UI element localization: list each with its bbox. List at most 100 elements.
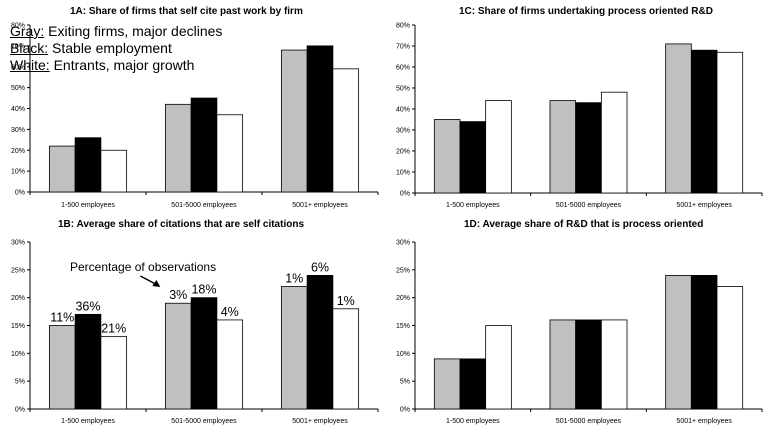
x-category-label: 501-5000 employees xyxy=(171,418,237,425)
x-category-label: 501-5000 employees xyxy=(171,202,237,209)
y-tick-label: 20% xyxy=(11,295,25,302)
data-label: 36% xyxy=(75,299,100,313)
bar-gray xyxy=(280,286,308,410)
y-tick-label: 25% xyxy=(396,267,410,274)
x-category-label: 5001+ employees xyxy=(676,418,732,425)
bar-gray xyxy=(433,358,461,410)
x-category-label: 1-500 employees xyxy=(61,418,115,425)
bar-gray xyxy=(164,103,192,193)
legend-entry-black: Black: Stable employment xyxy=(10,40,222,57)
legend-text-white: Entrants, major growth xyxy=(53,57,195,73)
y-tick-label: 40% xyxy=(11,106,25,113)
bar-white xyxy=(485,100,512,194)
y-tick-label: 10% xyxy=(396,351,410,358)
chart-svg-1c: 0% 10% 20% 30% 40% 50% 60% 70% 80% 1-500 employee… xyxy=(396,23,763,209)
bar-black xyxy=(190,297,218,410)
x-category-label: 1-500 employees xyxy=(61,202,115,209)
chart-title-1a: 1A: Share of firms that self cite past w… xyxy=(70,6,303,17)
x-category-label: 501-5000 employees xyxy=(556,202,622,209)
data-label: 4% xyxy=(221,305,239,319)
bar-black xyxy=(459,358,487,410)
legend-key-gray: Gray: xyxy=(10,23,45,39)
legend-key-black: Black: xyxy=(10,40,49,56)
y-tick-label: 80% xyxy=(396,23,410,30)
y-tick-label: 20% xyxy=(11,148,25,155)
y-tick-label: 30% xyxy=(11,127,25,134)
bar-black xyxy=(306,45,334,193)
y-tick-label: 50% xyxy=(396,86,410,93)
y-tick-label: 10% xyxy=(396,170,410,177)
bar-black xyxy=(190,97,218,193)
y-tick-label: 5% xyxy=(15,379,25,386)
x-category-label: 1-500 employees xyxy=(446,418,500,425)
bar-black xyxy=(690,49,718,194)
bar-black xyxy=(306,275,334,410)
legend: Gray: Exiting firms, major declines Blac… xyxy=(10,23,222,74)
chart-title-1c: 1C: Share of firms undertaking process o… xyxy=(459,6,713,17)
y-tick-label: 15% xyxy=(396,323,410,330)
chart-svg-1a: 0% 10% 20% 30% 40% 50% 60% 70% 80% 1-500 employee… xyxy=(11,23,379,209)
y-tick-label: 60% xyxy=(11,64,25,71)
y-tick-label: 70% xyxy=(396,44,410,51)
legend-text-black: Stable employment xyxy=(52,40,172,56)
bar-gray xyxy=(665,275,692,410)
bar-white xyxy=(600,91,628,194)
y-tick-label: 30% xyxy=(396,128,410,135)
data-label: 1% xyxy=(337,294,355,308)
chart-title-1d: 1D: Average share of R&D that is process… xyxy=(464,219,704,230)
y-tick-label: 25% xyxy=(11,267,25,274)
x-category-label: 1-500 employees xyxy=(446,202,500,209)
bar-gray xyxy=(164,302,192,410)
chart-panel-1b: 1B: Average share of citations that are … xyxy=(0,213,384,425)
bar-white xyxy=(100,149,128,193)
y-tick-label: 10% xyxy=(11,351,25,358)
bar-black xyxy=(74,313,102,410)
data-label: 3% xyxy=(169,288,187,302)
chart-panel-1a: 1A: Share of firms that self cite past w… xyxy=(0,0,384,213)
bar-gray xyxy=(48,145,76,193)
chart-panel-1c: 1C: Share of firms undertaking process o… xyxy=(384,0,769,213)
x-category-label: 5001+ employees xyxy=(676,202,732,209)
data-label: 18% xyxy=(191,283,216,297)
annotation-text: Percentage of observations xyxy=(70,260,216,274)
bar-white xyxy=(485,325,512,410)
bar-black xyxy=(459,121,487,194)
bar-gray xyxy=(549,100,577,194)
y-tick-label: 40% xyxy=(396,107,410,114)
bar-black xyxy=(690,275,718,410)
data-label: 11% xyxy=(50,311,74,325)
bar-gray xyxy=(433,119,461,194)
x-category-label: 501-5000 employees xyxy=(556,418,622,425)
bar-black xyxy=(575,319,602,410)
chart-svg-1d: 0% 5% 10% 15% 20% 25% 30% 1-500 employees 501-50… xyxy=(396,240,763,425)
data-label: 6% xyxy=(311,260,329,274)
bar-white xyxy=(716,286,744,410)
bar-white xyxy=(100,336,128,410)
bar-white xyxy=(716,51,744,194)
y-tick-label: 60% xyxy=(396,65,410,72)
y-tick-label: 80% xyxy=(11,23,25,30)
bar-gray xyxy=(549,319,577,410)
bar-black xyxy=(575,102,602,194)
legend-text-gray: Exiting firms, major declines xyxy=(48,23,223,39)
y-tick-label: 0% xyxy=(400,407,410,414)
bar-white xyxy=(216,319,244,410)
y-tick-label: 15% xyxy=(11,323,25,330)
x-category-label: 5001+ employees xyxy=(292,418,348,425)
y-tick-label: 5% xyxy=(400,379,410,386)
data-label: 1% xyxy=(285,272,303,286)
y-tick-label: 20% xyxy=(396,149,410,156)
bar-gray xyxy=(48,325,76,410)
bar-gray xyxy=(665,43,692,194)
x-category-label: 5001+ employees xyxy=(292,202,348,209)
bar-gray xyxy=(280,49,308,193)
y-tick-label: 30% xyxy=(11,240,25,247)
y-tick-label: 0% xyxy=(15,407,25,414)
chart-svg-1b: 0% 5% 10% 15% 20% 25% 30% 1-500 employees 501-50… xyxy=(11,240,379,425)
y-tick-label: 30% xyxy=(396,240,410,247)
bar-black xyxy=(74,137,102,193)
bar-white xyxy=(216,114,244,193)
y-tick-label: 70% xyxy=(11,43,25,50)
y-tick-label: 50% xyxy=(11,85,25,92)
bar-white xyxy=(600,319,628,410)
